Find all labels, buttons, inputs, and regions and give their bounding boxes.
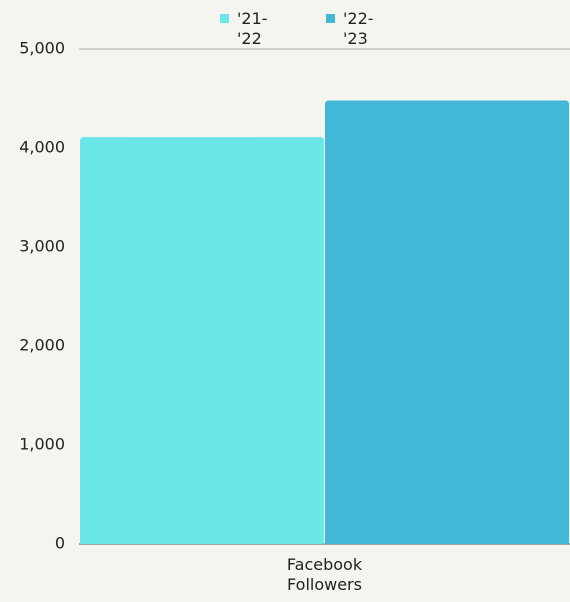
- legend-label: '21-'22: [237, 9, 268, 48]
- bar: [80, 137, 324, 545]
- legend-swatch: [326, 14, 335, 23]
- y-tick-label: 5,000: [19, 39, 65, 58]
- bar: [325, 100, 569, 544]
- y-tick-label: 2,000: [19, 336, 65, 355]
- legend-swatch: [220, 14, 229, 23]
- y-tick-label: 0: [55, 534, 65, 553]
- y-tick-label: 1,000: [19, 435, 65, 454]
- legend-label: '22-'23: [343, 9, 374, 48]
- x-tick-label: Facebook Followers: [286, 555, 363, 594]
- y-tick-label: 4,000: [19, 138, 65, 157]
- y-tick-label: 3,000: [19, 237, 65, 256]
